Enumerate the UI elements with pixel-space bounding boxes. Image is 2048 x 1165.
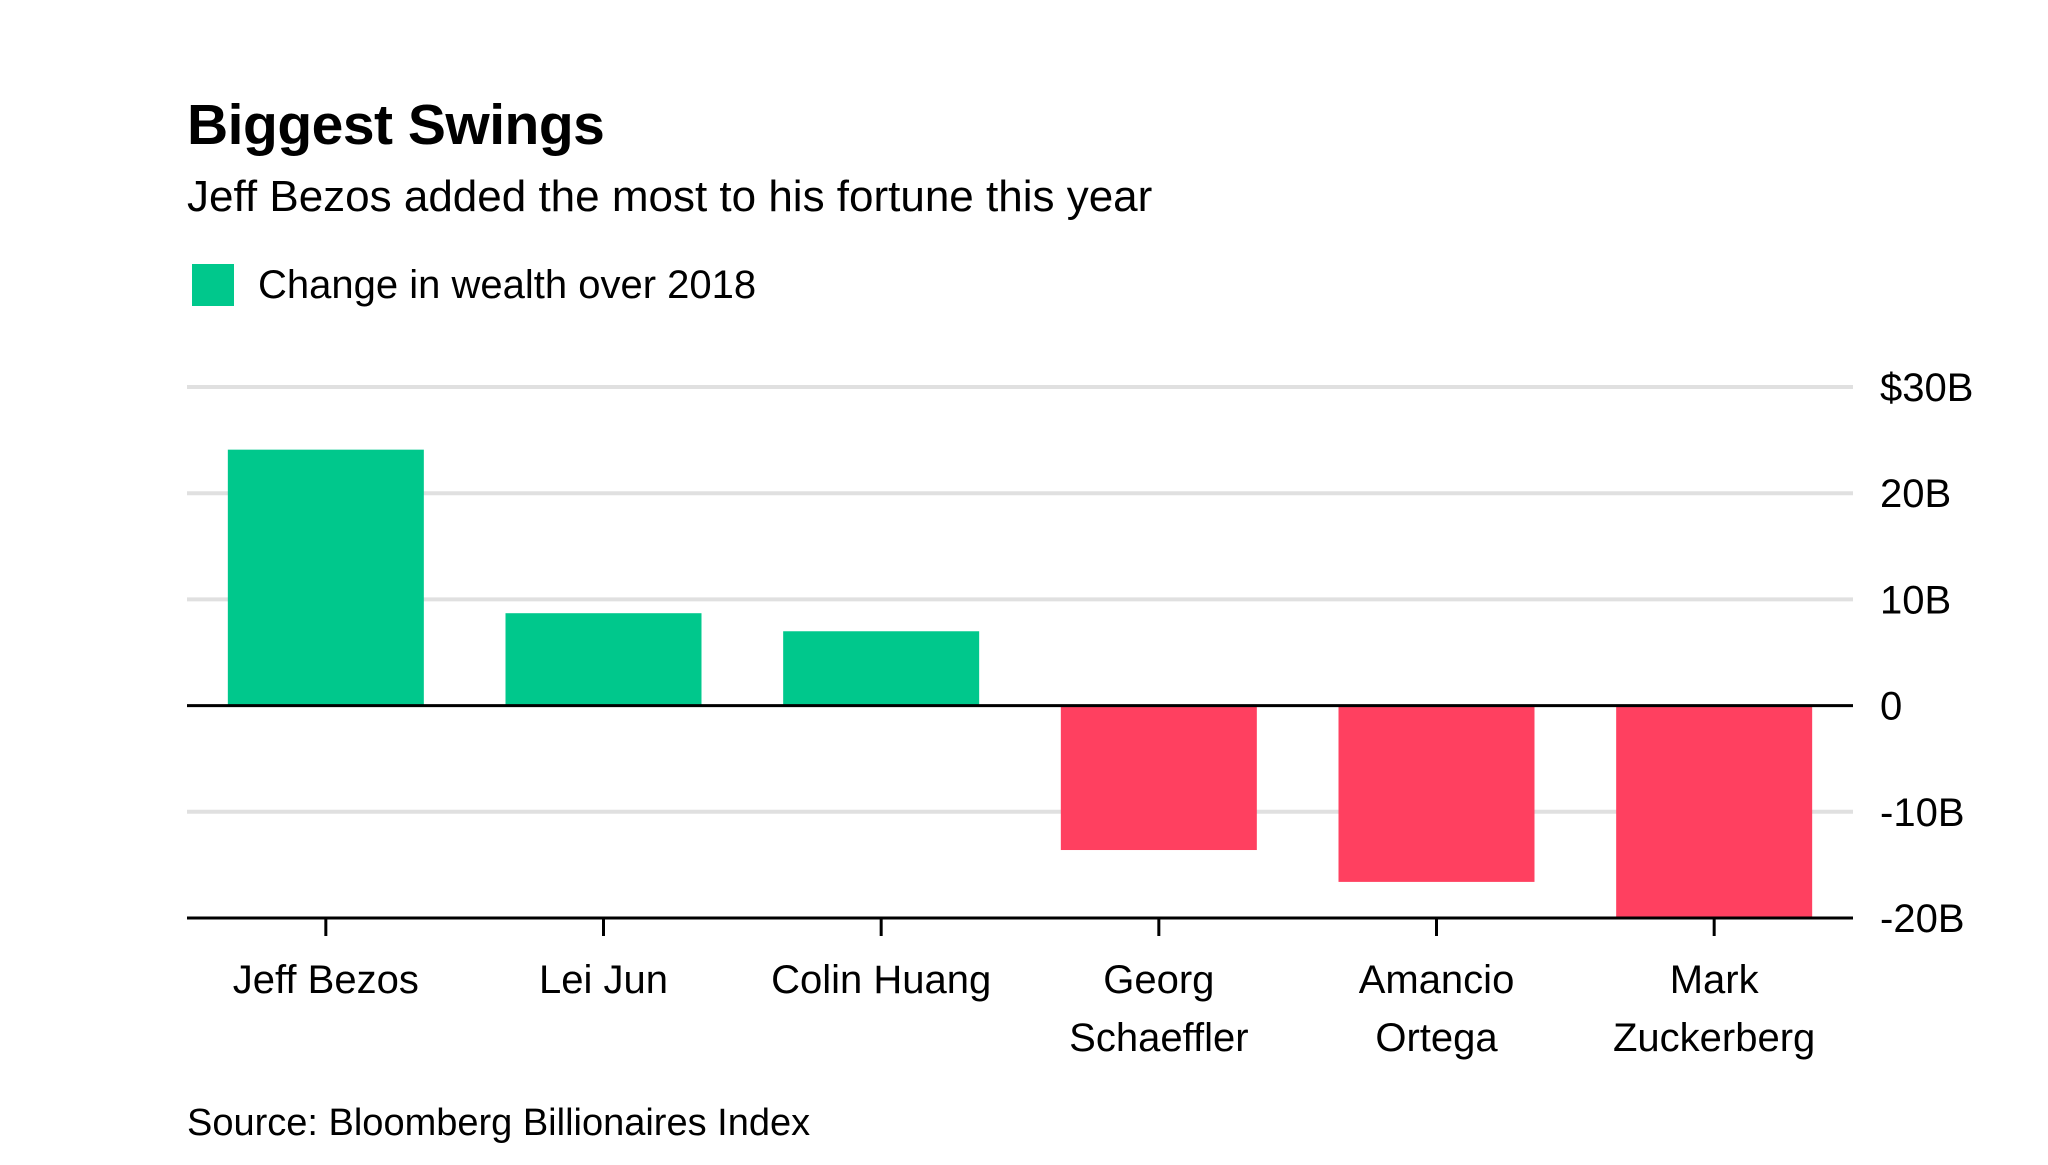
- legend-swatch: [192, 264, 234, 306]
- chart-title: Biggest Swings: [187, 93, 605, 157]
- source-note: Source: Bloomberg Billionaires Index: [187, 1102, 811, 1144]
- x-tick-label: Ortega: [1375, 1016, 1498, 1060]
- gridlines: [187, 385, 1853, 814]
- x-tick-label: Jeff Bezos: [233, 958, 419, 1002]
- bar-chart: $30B 20B 10B 0 -10B -20B Jeff Bezos Lei Jun Coli…: [187, 366, 1974, 1060]
- bars: [227, 449, 1813, 918]
- x-tick-label: Lei Jun: [539, 958, 668, 1002]
- bar: [505, 613, 702, 706]
- bar: [783, 631, 980, 706]
- y-tick-label: $30B: [1880, 366, 1973, 410]
- axes: [187, 704, 1853, 936]
- x-tick-label: Amancio: [1359, 958, 1515, 1002]
- x-tick-label: Colin Huang: [771, 958, 991, 1002]
- chart-subtitle: Jeff Bezos added the most to his fortune…: [187, 172, 1153, 221]
- x-tick-label: Mark: [1670, 958, 1760, 1002]
- y-tick-label: -20B: [1880, 897, 1965, 941]
- y-tick-label: -10B: [1880, 791, 1965, 835]
- y-tick-label: 20B: [1880, 472, 1951, 516]
- x-tick-label: Schaeffler: [1069, 1016, 1248, 1060]
- bar: [227, 449, 424, 706]
- axis-labels: $30B 20B 10B 0 -10B -20B Jeff Bezos Lei Jun Coli…: [233, 366, 1974, 1060]
- bar: [1060, 705, 1257, 851]
- bar: [1616, 705, 1813, 918]
- x-tick-label: Zuckerberg: [1613, 1016, 1815, 1060]
- legend: Change in wealth over 2018: [192, 260, 756, 310]
- x-tick-label: Georg: [1103, 958, 1214, 1002]
- legend-label: Change in wealth over 2018: [258, 262, 757, 307]
- y-tick-label: 0: [1880, 685, 1902, 729]
- y-tick-label: 10B: [1880, 578, 1951, 622]
- bar: [1338, 705, 1535, 882]
